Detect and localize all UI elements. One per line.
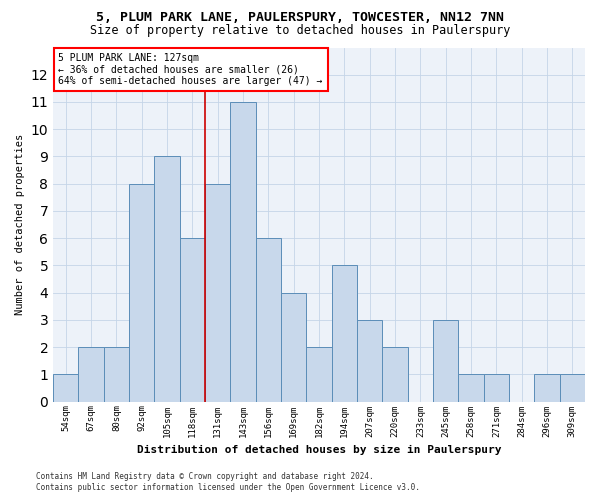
Text: Contains HM Land Registry data © Crown copyright and database right 2024.: Contains HM Land Registry data © Crown c… (36, 472, 374, 481)
Bar (104, 347, 129, 402)
Text: Contains public sector information licensed under the Open Government Licence v3: Contains public sector information licen… (36, 483, 420, 492)
Bar (433, 320, 458, 402)
Bar (205, 184, 230, 402)
Bar (357, 320, 382, 402)
Text: 5 PLUM PARK LANE: 127sqm
← 36% of detached houses are smaller (26)
64% of semi-d: 5 PLUM PARK LANE: 127sqm ← 36% of detach… (58, 53, 323, 86)
Y-axis label: Number of detached properties: Number of detached properties (15, 134, 25, 315)
Bar (382, 347, 408, 402)
Bar (79, 347, 104, 402)
Bar (281, 292, 307, 402)
Bar (484, 374, 509, 402)
Bar (256, 238, 281, 402)
Bar (535, 374, 560, 402)
Text: Size of property relative to detached houses in Paulerspury: Size of property relative to detached ho… (90, 24, 510, 37)
Bar (129, 184, 154, 402)
X-axis label: Distribution of detached houses by size in Paulerspury: Distribution of detached houses by size … (137, 445, 502, 455)
Text: 5, PLUM PARK LANE, PAULERSPURY, TOWCESTER, NN12 7NN: 5, PLUM PARK LANE, PAULERSPURY, TOWCESTE… (96, 11, 504, 24)
Bar (180, 238, 205, 402)
Bar (53, 374, 79, 402)
Bar (154, 156, 180, 402)
Bar (560, 374, 585, 402)
Bar (230, 102, 256, 402)
Bar (307, 347, 332, 402)
Bar (332, 266, 357, 402)
Bar (458, 374, 484, 402)
